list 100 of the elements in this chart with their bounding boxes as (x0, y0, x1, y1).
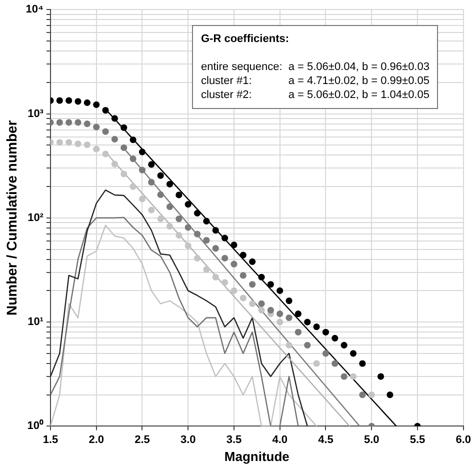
point (212, 245, 219, 252)
point (148, 161, 155, 168)
point (222, 234, 228, 242)
point (66, 139, 72, 146)
point (102, 106, 109, 114)
point (66, 119, 72, 126)
point (258, 300, 265, 308)
point (130, 136, 136, 144)
point (148, 178, 155, 186)
point (194, 230, 201, 238)
point (176, 192, 182, 198)
x-tick-label: 3.0 (180, 434, 196, 446)
point (359, 392, 366, 398)
point (157, 216, 164, 222)
point (138, 148, 146, 156)
x-tick-label: 4.0 (272, 434, 288, 446)
point (111, 115, 118, 122)
point (332, 360, 338, 367)
point (294, 310, 302, 318)
point (166, 203, 174, 210)
point (304, 342, 311, 348)
y-tick-label: 10⁰ (27, 419, 44, 432)
point (230, 287, 238, 294)
point (203, 266, 210, 273)
point (322, 350, 330, 357)
point (93, 101, 100, 108)
point (294, 328, 302, 336)
point (130, 156, 136, 162)
point (157, 191, 164, 198)
point (93, 124, 100, 130)
point (166, 180, 174, 188)
point (230, 242, 238, 248)
annotation: entire sequence: (201, 60, 282, 74)
annotation: a = 5.06±0.04, b = 0.96±0.03 (288, 60, 430, 74)
y-tick-label: 10¹ (28, 316, 44, 328)
point (74, 140, 82, 148)
point (203, 218, 210, 224)
point (313, 360, 320, 367)
point (258, 274, 265, 280)
point (120, 170, 128, 178)
x-tick-label: 2.5 (134, 434, 150, 446)
point (138, 166, 146, 174)
point (111, 136, 118, 142)
point (130, 183, 136, 190)
point (56, 139, 63, 146)
point (184, 224, 192, 231)
point (304, 318, 311, 326)
point (286, 314, 292, 322)
point (102, 128, 109, 135)
point (340, 342, 348, 348)
point (66, 97, 72, 104)
x-tick-label: 3.5 (226, 434, 242, 446)
point (267, 281, 274, 288)
point (56, 119, 63, 126)
point (230, 260, 238, 268)
point (332, 334, 338, 342)
point (276, 287, 284, 294)
point (148, 206, 155, 214)
annotation: cluster #2: (201, 88, 253, 102)
point (276, 318, 284, 326)
point (84, 99, 90, 106)
x-tick-label: 4.5 (318, 434, 334, 446)
y-tick-label: 10³ (28, 108, 44, 120)
point (313, 324, 320, 330)
point (359, 360, 366, 367)
x-tick-label: 2.0 (88, 434, 104, 446)
point (240, 272, 246, 279)
point (249, 258, 256, 265)
point (368, 392, 375, 398)
point (176, 216, 182, 222)
point (138, 196, 146, 202)
point (377, 373, 384, 380)
x-axis-title: Magnitude (224, 448, 290, 464)
x-tick-label: 6.0 (456, 434, 472, 446)
point (350, 350, 357, 357)
point (222, 279, 228, 286)
annotation: a = 5.06±0.02, b = 1.04±0.05 (288, 88, 430, 102)
point (222, 254, 228, 262)
point (286, 342, 292, 348)
point (194, 254, 201, 262)
point (258, 306, 265, 314)
point (157, 172, 164, 179)
point (203, 236, 210, 244)
point (340, 373, 348, 380)
point (120, 124, 128, 131)
point (194, 210, 201, 216)
point (249, 281, 256, 288)
point (74, 98, 82, 105)
point (184, 242, 192, 250)
annotation: cluster #1: (201, 74, 253, 88)
y-tick-label: 10⁴ (26, 4, 44, 16)
point (267, 306, 274, 314)
point (120, 144, 128, 152)
point (102, 150, 109, 158)
point (386, 392, 394, 398)
point (249, 300, 256, 308)
point (184, 201, 192, 208)
point (212, 274, 219, 280)
point (84, 120, 90, 128)
point (176, 232, 182, 239)
